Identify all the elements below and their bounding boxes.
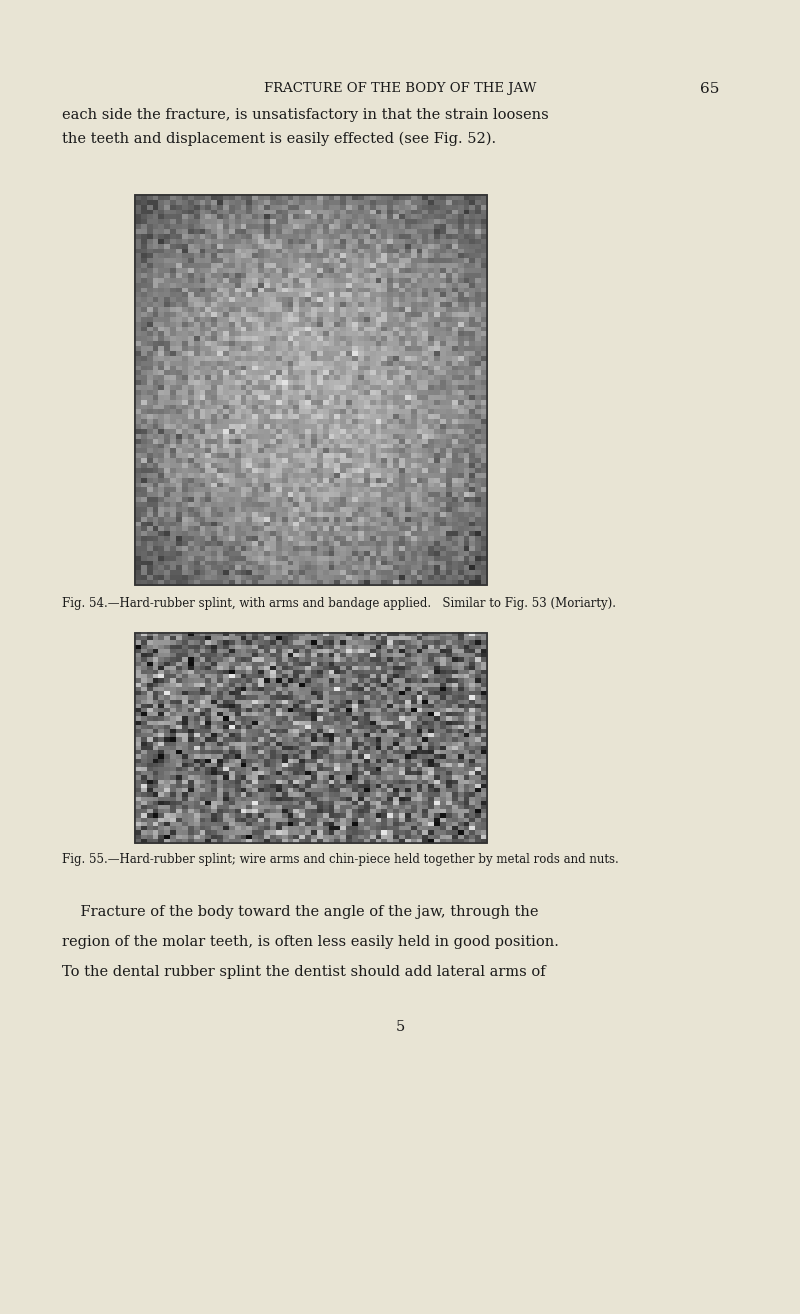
- Bar: [135, 194, 487, 585]
- Text: 65: 65: [700, 81, 719, 96]
- Text: region of the molar teeth, is often less easily held in good position.: region of the molar teeth, is often less…: [62, 936, 559, 949]
- Text: each side the fracture, is unsatisfactory in that the strain loosens: each side the fracture, is unsatisfactor…: [62, 108, 549, 122]
- Text: Fracture of the body toward the angle of the jaw, through the: Fracture of the body toward the angle of…: [62, 905, 538, 918]
- Text: Fig. 55.—Hard-rubber splint; wire arms and chin-piece held together by metal rod: Fig. 55.—Hard-rubber splint; wire arms a…: [62, 853, 618, 866]
- Bar: [135, 194, 487, 585]
- Text: Fig. 54.—Hard-rubber splint, with arms and bandage applied.   Similar to Fig. 53: Fig. 54.—Hard-rubber splint, with arms a…: [62, 597, 616, 610]
- Bar: [135, 633, 487, 844]
- Bar: [135, 633, 487, 844]
- Text: 5: 5: [395, 1020, 405, 1034]
- Text: the teeth and displacement is easily effected (see Fig. 52).: the teeth and displacement is easily eff…: [62, 131, 496, 146]
- Text: FRACTURE OF THE BODY OF THE JAW: FRACTURE OF THE BODY OF THE JAW: [264, 81, 536, 95]
- Text: To the dental rubber splint the dentist should add lateral arms of: To the dental rubber splint the dentist …: [62, 964, 546, 979]
